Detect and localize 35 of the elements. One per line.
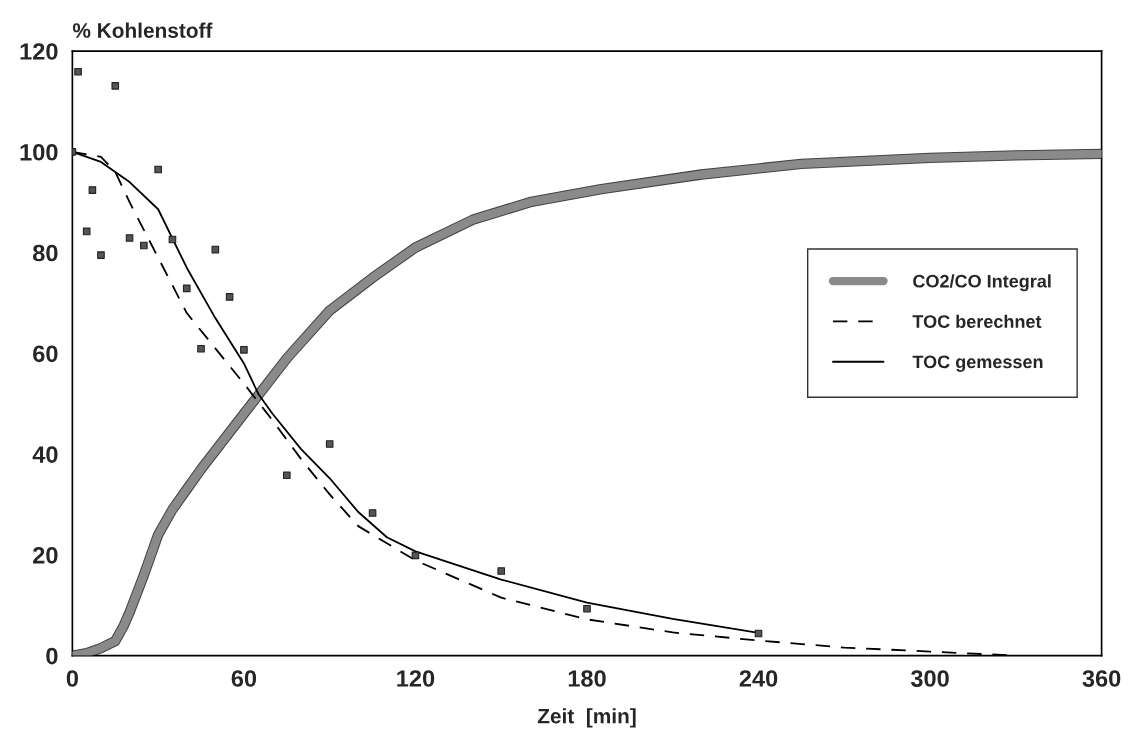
y-tick-label: 80 bbox=[32, 244, 58, 262]
point bbox=[325, 440, 334, 448]
y-tick-label: 120 bbox=[20, 43, 58, 60]
x-tick-label: 360 bbox=[1082, 670, 1121, 687]
x-tick-label: 240 bbox=[739, 670, 778, 687]
legend-label: TOC gemessen bbox=[912, 355, 1043, 372]
point bbox=[197, 344, 205, 353]
point bbox=[583, 604, 591, 613]
x-tick-label: 0 bbox=[66, 670, 78, 687]
x-tick-label: 300 bbox=[910, 670, 949, 687]
point bbox=[74, 67, 82, 76]
legend-label: CO2/CO Integral bbox=[913, 274, 1051, 292]
x-tick-label: 180 bbox=[568, 670, 606, 687]
point bbox=[88, 186, 97, 194]
point bbox=[140, 241, 148, 250]
x-tick-label: 120 bbox=[397, 670, 435, 687]
y-tick-label: 60 bbox=[33, 345, 58, 363]
point bbox=[225, 293, 234, 301]
point bbox=[125, 234, 134, 242]
point bbox=[282, 471, 291, 480]
point bbox=[240, 346, 248, 354]
legend-label: TOC berechnet bbox=[912, 314, 1042, 328]
point bbox=[111, 82, 120, 90]
point bbox=[182, 284, 191, 293]
y-tick-label: 100 bbox=[20, 143, 58, 161]
y-axis-title: % Kohlenstoff bbox=[72, 22, 213, 38]
y-tick-label: 20 bbox=[33, 546, 58, 564]
y-tick-label: 0 bbox=[46, 647, 58, 665]
point bbox=[154, 165, 162, 174]
x-tick-label: 60 bbox=[231, 670, 257, 687]
y-tick-label: 40 bbox=[32, 446, 58, 463]
point bbox=[497, 567, 506, 575]
point bbox=[368, 509, 377, 517]
point bbox=[97, 251, 105, 259]
x-axis-title: Zeit [min] bbox=[537, 708, 636, 728]
